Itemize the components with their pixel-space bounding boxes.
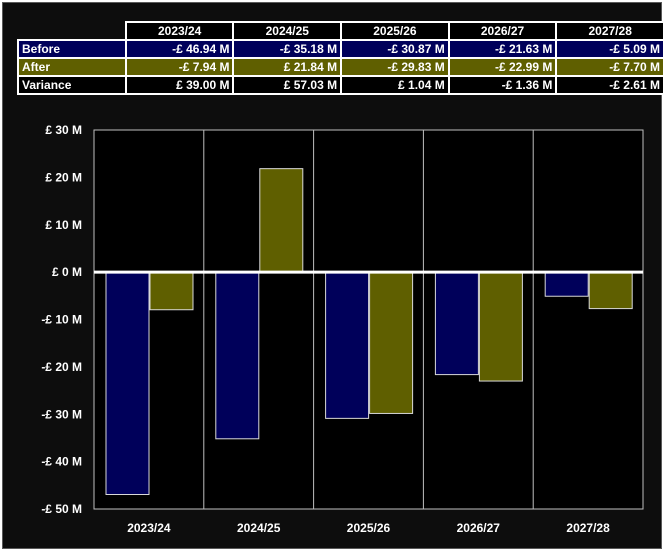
y-tick-label: -£ 30 M	[41, 407, 82, 421]
y-tick-label: £ 30 M	[45, 123, 82, 137]
after-bar	[259, 168, 304, 273]
row-label: After	[17, 57, 127, 77]
year-header: 2027/28	[555, 21, 665, 41]
year-header: 2024/25	[232, 21, 343, 41]
table-cell: £ 57.03 M	[232, 75, 343, 95]
x-tick-label: 2025/26	[347, 521, 391, 535]
y-tick-label: -£ 40 M	[41, 455, 82, 469]
table-cell: -£ 7.70 M	[555, 57, 665, 77]
table-cell: -£ 22.99 M	[447, 57, 558, 77]
y-tick-label: -£ 50 M	[41, 502, 82, 516]
variance-row: Variance £ 39.00 M £ 57.03 M £ 1.04 M -£…	[17, 75, 665, 95]
table-cell: -£ 35.18 M	[232, 39, 343, 59]
year-header: 2023/24	[124, 21, 235, 41]
after-row: After -£ 7.94 M £ 21.84 M -£ 29.83 M -£ …	[17, 57, 665, 77]
x-tick-label: 2023/24	[127, 521, 171, 535]
table-cell: -£ 21.63 M	[447, 39, 558, 59]
y-tick-label: -£ 20 M	[41, 360, 82, 374]
table-cell: -£ 5.09 M	[555, 39, 665, 59]
table-cell: -£ 29.83 M	[340, 57, 450, 77]
after-bar	[588, 271, 633, 310]
row-label: Variance	[17, 75, 127, 95]
y-tick-label: £ 0 M	[52, 265, 82, 279]
table-cell: £ 21.84 M	[232, 57, 343, 77]
before-bar	[434, 271, 479, 376]
x-tick-label: 2024/25	[237, 521, 281, 535]
table-cell: -£ 7.94 M	[124, 57, 235, 77]
after-bar	[149, 271, 194, 311]
after-bar	[369, 271, 414, 414]
table-cell: £ 39.00 M	[124, 75, 235, 95]
before-bar	[544, 271, 589, 297]
table-cell: -£ 2.61 M	[555, 75, 665, 95]
y-tick-label: -£ 10 M	[41, 313, 82, 327]
table-cell: £ 1.04 M	[340, 75, 450, 95]
table-cell: -£ 30.87 M	[340, 39, 450, 59]
x-tick-label: 2026/27	[457, 521, 501, 535]
summary-table: 2023/24 2024/25 2025/26 2026/27 2027/28 …	[17, 21, 665, 95]
after-bar	[478, 271, 523, 382]
y-tick-label: £ 10 M	[45, 218, 82, 232]
x-tick-label: 2027/28	[566, 521, 610, 535]
table-cell: -£ 46.94 M	[124, 39, 235, 59]
year-header: 2026/27	[447, 21, 558, 41]
y-tick-label: £ 20 M	[45, 170, 82, 184]
table-cell: -£ 1.36 M	[447, 75, 558, 95]
before-bar	[215, 271, 260, 440]
before-bar	[325, 271, 370, 419]
summary-header-row: 2023/24 2024/25 2025/26 2026/27 2027/28	[18, 21, 665, 41]
before-bar	[105, 271, 150, 496]
row-label: Before	[17, 39, 127, 59]
year-header: 2025/26	[340, 21, 450, 41]
before-row: Before -£ 46.94 M -£ 35.18 M -£ 30.87 M …	[17, 39, 665, 59]
